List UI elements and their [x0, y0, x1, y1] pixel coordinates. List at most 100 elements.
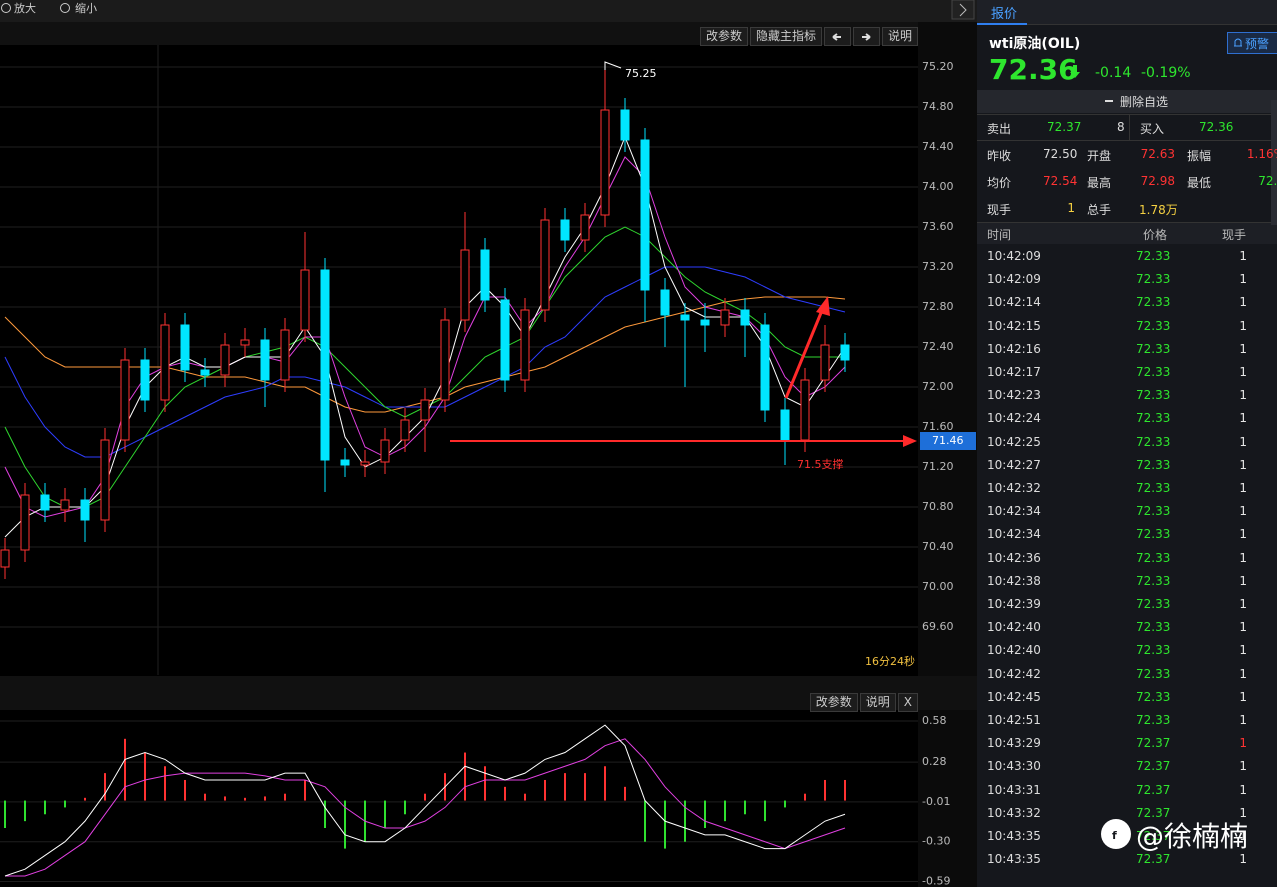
nav-arrow [861, 33, 871, 41]
macd-button[interactable]: 改参数 [809, 693, 858, 712]
stat-value: 72.54 [1043, 174, 1078, 188]
nav-button[interactable] [823, 27, 851, 46]
macd-button[interactable]: 说明 [859, 693, 896, 712]
trade-time: 10:42:36 [987, 550, 1041, 565]
candle-body [780, 409, 790, 441]
trade-price: 72.33 [1136, 504, 1171, 519]
collapse-button[interactable] [951, 0, 975, 20]
y-tick-label: 71.60 [922, 420, 954, 433]
candle-body [220, 344, 230, 376]
candle-body [120, 359, 130, 441]
trade-price: 72.33 [1136, 411, 1171, 426]
candle-body [580, 214, 590, 241]
candle-body [200, 369, 210, 376]
y-tick-label: -0.30 [922, 835, 950, 848]
trade-price: 72.33 [1136, 249, 1171, 263]
trade-price: 72.37 [1136, 805, 1171, 820]
y-tick-label: -0.59 [922, 875, 950, 887]
candle-body [720, 309, 730, 326]
trade-price: 72.33 [1136, 527, 1171, 542]
trade-time: 10:42:32 [987, 481, 1041, 495]
book-cell: 买入 [1140, 122, 1165, 136]
book-cell: 8 [1117, 120, 1125, 134]
trade-volume: 1 [1239, 272, 1247, 287]
trade-volume: 1 [1239, 573, 1247, 588]
side-strip [1271, 100, 1277, 225]
trade-time: 10:42:25 [987, 434, 1041, 449]
tab-bar [977, 0, 1277, 25]
remove-bar[interactable] [977, 90, 1277, 113]
stat-label: 最低 [1187, 176, 1212, 190]
alert-label: 预警 [1245, 37, 1270, 51]
book-cell: 72.36 [1199, 120, 1234, 134]
trade-time: 10:42:23 [987, 388, 1041, 403]
last-price: 72.36 [989, 53, 1078, 86]
trade-volume: 1 [1239, 782, 1247, 797]
trade-price: 72.33 [1136, 365, 1171, 379]
trade-volume: 1 [1239, 713, 1247, 727]
candle-body [280, 329, 290, 381]
zoom-in[interactable]: 放大 [14, 1, 36, 15]
divider [977, 140, 1277, 141]
nav-button[interactable] [852, 27, 880, 46]
alert-button[interactable] [1227, 32, 1277, 54]
stat-value: 72.63 [1140, 147, 1175, 161]
candle-body [800, 379, 810, 441]
tab-underline [977, 0, 1027, 25]
candle-body [100, 439, 110, 521]
candle-body [600, 109, 610, 216]
candle-body [760, 324, 770, 411]
stat-value: 72.50 [1043, 147, 1078, 161]
trade-volume: 1 [1239, 411, 1247, 426]
stat-value: 1 [1067, 201, 1075, 215]
candle-body [820, 344, 830, 381]
y-tick-label: 0.28 [922, 755, 947, 768]
button-bar-bg [0, 22, 918, 45]
trade-volume: 1 [1239, 457, 1247, 472]
trade-price: 72.33 [1136, 713, 1171, 727]
stat-label: 现手 [987, 203, 1012, 217]
y-tick-label: 74.40 [922, 140, 954, 153]
indicator-line [4, 724, 846, 877]
y-tick-label: 74.00 [922, 180, 954, 193]
trade-header: 价格 [1143, 228, 1168, 242]
y-tick-label: 69.60 [922, 620, 954, 633]
y-tick-label: 72.80 [922, 300, 954, 313]
trade-time: 10:42:34 [987, 527, 1041, 542]
candle-body [360, 461, 370, 466]
trade-volume: 1 [1239, 434, 1247, 449]
macd-buttons: 改参数 说明 X [808, 693, 918, 712]
trade-price: 72.33 [1136, 318, 1171, 333]
trade-volume: 1 [1239, 388, 1247, 403]
trade-time: 10:42:27 [987, 457, 1041, 472]
trade-price: 72.33 [1136, 272, 1171, 287]
y-tick-label: 70.80 [922, 500, 954, 513]
candle-body [140, 359, 150, 401]
tab[interactable]: 报价 [991, 7, 1018, 22]
stat-label: 振幅 [1187, 149, 1212, 163]
indicator-line [4, 156, 846, 518]
trend-arrow-head [816, 296, 830, 316]
chart-button[interactable]: 隐藏主指标 [749, 27, 822, 46]
divider [977, 114, 1277, 115]
chart-button[interactable]: 改参数 [699, 27, 748, 46]
candle-body [340, 459, 350, 466]
candle-body [500, 299, 510, 381]
candle-body [640, 139, 650, 291]
zoom-out[interactable]: 缩小 [75, 2, 97, 15]
down-arrow [1070, 65, 1080, 78]
trade-price: 72.33 [1136, 666, 1171, 681]
price-tag-label: 71.46 [932, 434, 964, 447]
candle-body [520, 309, 530, 381]
trade-volume: 1 [1239, 318, 1247, 333]
candle-body [460, 249, 470, 321]
candle-body [80, 499, 90, 521]
trade-volume: 1 [1239, 643, 1247, 658]
macd-button[interactable]: X [897, 693, 918, 712]
trade-volume: 1 [1239, 249, 1247, 263]
chart-button[interactable]: 说明 [881, 27, 918, 46]
book-cell: 卖出 [987, 122, 1012, 136]
trade-price: 72.33 [1136, 597, 1171, 611]
trade-price: 72.33 [1136, 388, 1171, 403]
